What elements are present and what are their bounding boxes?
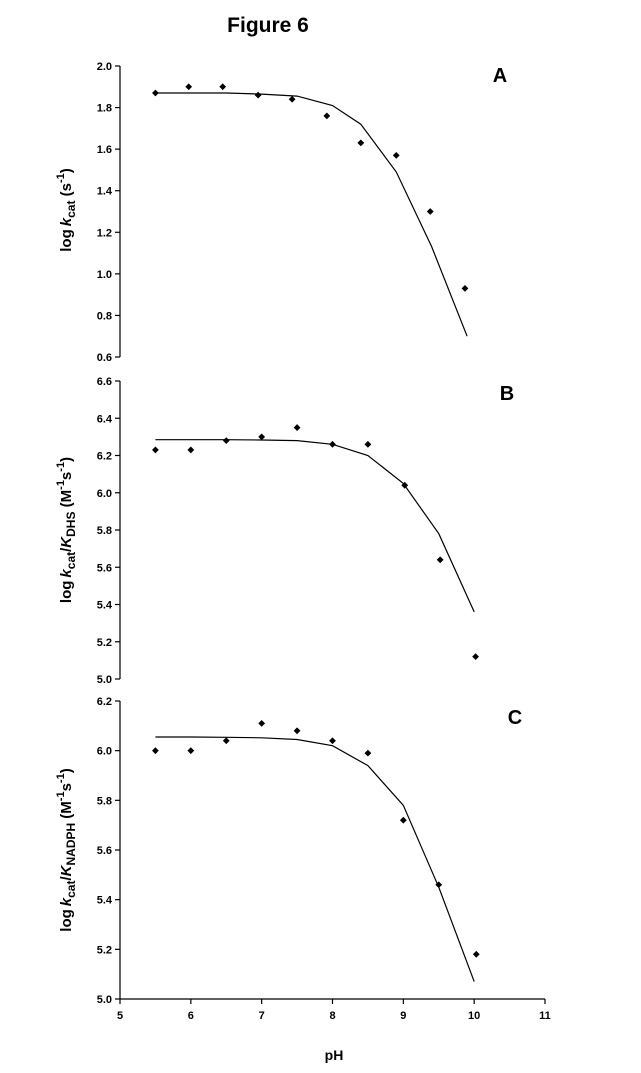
panel-b-data-point <box>187 446 195 454</box>
panel-a-data-point <box>392 151 400 159</box>
panel-a-y-tick-label: 1.4 <box>97 186 113 198</box>
panel-c-data-point <box>258 719 266 727</box>
panel-c-data-point <box>152 747 159 755</box>
panel-c-data-point <box>399 816 407 824</box>
panel-b-data-point <box>293 424 301 431</box>
panel-b-y-tick-label: 6.6 <box>97 376 112 388</box>
panel-a-data-point <box>185 83 193 91</box>
panel-b-letter: B <box>500 383 514 405</box>
panel-b-fit-line <box>155 439 475 613</box>
panel-c-y-tick-label: 5.0 <box>97 994 112 1006</box>
panel-c-ylabel: logkcat/KNADPH (M-1s-1) <box>55 768 78 931</box>
panel-c-data-point <box>329 737 336 745</box>
panel-b-data-point <box>436 556 444 564</box>
panel-b-y-tick-label: 5.2 <box>97 637 112 649</box>
panel-a-y-tick-label: 1.2 <box>97 227 112 239</box>
x-tick-label: 5 <box>117 1010 123 1022</box>
panel-c-data-point <box>293 727 301 735</box>
panel-b-y-tick-label: 6.4 <box>97 413 113 425</box>
x-tick-label: 8 <box>329 1010 335 1022</box>
panel-a-y-tick-label: 0.6 <box>97 352 112 364</box>
panel-c-data-point <box>472 950 480 958</box>
panel-a-data-point <box>426 208 434 215</box>
panel-c-y-tick-label: 5.6 <box>97 845 112 857</box>
panel-c-y-tick-label: 5.4 <box>97 895 113 907</box>
panel-a-y-tick-label: 1.6 <box>97 144 112 156</box>
panel-b-y-tick-label: 6.2 <box>97 451 112 463</box>
panel-b-y-tick-label: 5.8 <box>97 525 112 537</box>
panel-a-data-point <box>254 91 262 99</box>
x-tick-label: 6 <box>188 1010 194 1022</box>
x-tick-label: 10 <box>468 1010 480 1022</box>
panel-a-fit-line <box>155 92 468 337</box>
panel-a-y-tick-label: 0.8 <box>97 310 112 322</box>
figure-title: Figure 6 <box>227 14 309 37</box>
panel-c-data-point <box>187 747 195 755</box>
panel-c: C logkcat/KNADPH (M-1s-1) 5.05.25.45.65.… <box>55 696 551 1063</box>
panel-a-data-point <box>357 139 365 147</box>
panel-c-y-tick-label: 6.2 <box>97 696 112 708</box>
panel-b-data-point <box>152 446 159 454</box>
panel-a-plot: 0.6 0.8 1.0 1.2 1.4 1.6 1.8 2.0 <box>97 61 469 364</box>
x-axis-label: pH <box>325 1047 344 1063</box>
panel-c-data-point <box>364 749 372 757</box>
panel-c-data-point <box>222 737 230 745</box>
x-tick-label: 7 <box>259 1010 265 1022</box>
panel-b-plot: 5.0 5.2 5.4 5.6 5.8 6.0 6.2 6.4 6.6 <box>97 376 479 686</box>
panel-b-ylabel: logkcat/KDHS (M-1s-1) <box>55 457 78 603</box>
panel-a-data-point <box>288 95 296 103</box>
panel-a-y-tick-label: 1.8 <box>97 103 112 115</box>
panel-a-y-tick-label: 1.0 <box>97 269 112 281</box>
panel-a-data-point <box>219 83 227 91</box>
panel-b: B logkcat/KDHS (M-1s-1) 5.0 5.2 5.4 5.6 5.8 6… <box>55 376 514 686</box>
x-tick-label: 11 <box>539 1010 551 1022</box>
panel-c-data-point <box>435 881 443 889</box>
panel-b-data-point <box>258 433 266 441</box>
panel-b-data-point <box>364 440 372 448</box>
panel-b-data-point <box>472 653 479 661</box>
panel-c-y-tick-label: 6.0 <box>97 746 112 758</box>
panel-c-letter: C <box>508 707 522 729</box>
panel-a-letter: A <box>493 65 507 87</box>
panel-a-data-point <box>461 285 469 292</box>
panel-a: A logkcat (s-1) 0.6 0.8 1.0 1.2 1.4 1.6 1.8 2.0 <box>55 61 507 364</box>
panel-a-y-tick-label: 2.0 <box>97 61 112 73</box>
panel-c-y-tick-label: 5.2 <box>97 944 112 956</box>
x-tick-label: 9 <box>400 1010 406 1022</box>
panel-c-y-tick-label: 5.8 <box>97 795 112 807</box>
panel-c-fit-line <box>155 736 475 982</box>
panel-a-data-point <box>323 112 331 120</box>
panel-b-y-tick-label: 5.4 <box>97 600 113 612</box>
panel-b-y-tick-label: 5.6 <box>97 562 112 574</box>
panel-c-plot: 5.0 5.2 5.4 5.6 5.8 6.0 6.2 5 6 7 8 9 10 11 <box>97 696 551 1022</box>
panel-b-y-tick-label: 6.0 <box>97 488 112 500</box>
panel-a-ylabel: logkcat (s-1) <box>55 168 78 251</box>
panel-b-data-point <box>222 437 230 444</box>
panel-b-y-tick-label: 5.0 <box>97 674 112 686</box>
